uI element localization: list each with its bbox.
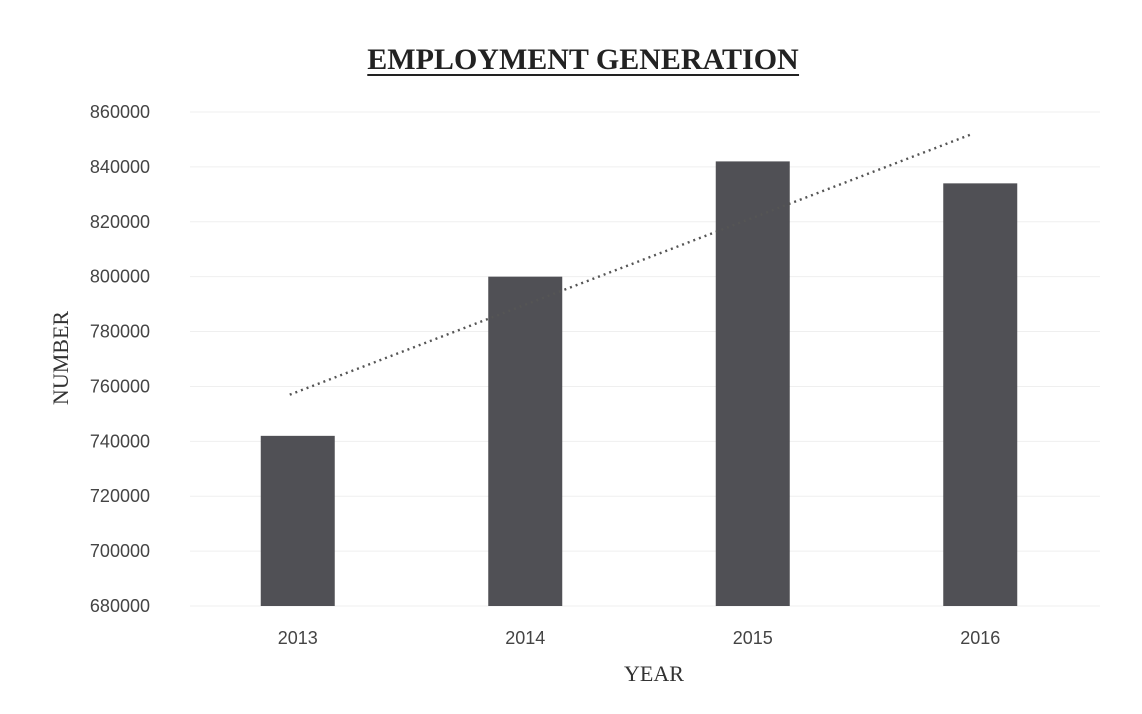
y-tick-label-5: 780000 — [90, 322, 150, 342]
x-tick-label-0: 2013 — [278, 628, 318, 648]
bars — [260, 161, 1018, 606]
y-tick-label-4: 760000 — [90, 376, 150, 396]
chart-title: EMPLOYMENT GENERATION — [367, 43, 799, 76]
x-tick-label-1: 2014 — [505, 628, 545, 648]
y-tick-label-1: 700000 — [90, 541, 150, 561]
x-tick-label-2: 2015 — [733, 628, 773, 648]
y-tick-label-0: 680000 — [90, 596, 150, 616]
gridlines — [190, 111, 1100, 607]
trendline-group — [289, 132, 973, 396]
y-axis-title: NUMBER — [48, 311, 73, 405]
bar-2014 — [488, 276, 563, 606]
y-tick-label-8: 840000 — [90, 157, 150, 177]
bar-2016 — [943, 183, 1018, 606]
bar-2013 — [260, 435, 335, 606]
y-tick-label-2: 720000 — [90, 486, 150, 506]
y-tick-label-9: 860000 — [90, 102, 150, 122]
x-axis-title: YEAR — [624, 661, 684, 686]
bar-2015 — [715, 161, 790, 606]
x-tick-label-3: 2016 — [960, 628, 1000, 648]
y-axis-ticks: 680000 700000 720000 740000 760000 780000 8000… — [90, 102, 150, 616]
x-axis-ticks: 2013 2014 2015 2016 — [278, 628, 1001, 648]
y-tick-label-7: 820000 — [90, 212, 150, 232]
y-tick-label-3: 740000 — [90, 431, 150, 451]
y-tick-label-6: 800000 — [90, 267, 150, 287]
trendline — [289, 132, 973, 396]
